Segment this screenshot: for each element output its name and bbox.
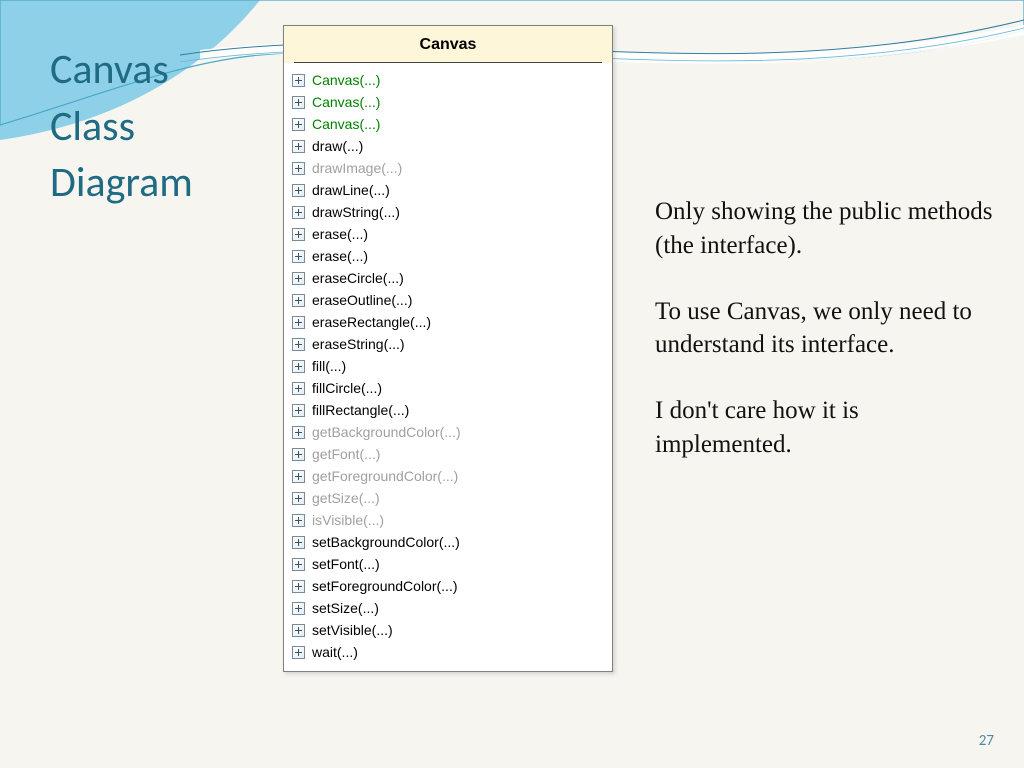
method-row[interactable]: draw(...) — [292, 135, 604, 157]
expand-icon[interactable] — [292, 646, 305, 659]
method-row[interactable]: setBackgroundColor(...) — [292, 531, 604, 553]
method-row[interactable]: eraseOutline(...) — [292, 289, 604, 311]
method-label: fillCircle(...) — [312, 377, 382, 399]
method-label: setFont(...) — [312, 553, 380, 575]
method-row[interactable]: getFont(...) — [292, 443, 604, 465]
method-label: Canvas(...) — [312, 91, 380, 113]
method-label: setVisible(...) — [312, 619, 393, 641]
method-row[interactable]: erase(...) — [292, 245, 604, 267]
expand-icon[interactable] — [292, 404, 305, 417]
expand-icon[interactable] — [292, 624, 305, 637]
method-label: fillRectangle(...) — [312, 399, 409, 421]
method-label: setForegroundColor(...) — [312, 575, 458, 597]
method-row[interactable]: Canvas(...) — [292, 91, 604, 113]
method-label: getBackgroundColor(...) — [312, 421, 461, 443]
method-row[interactable]: setSize(...) — [292, 597, 604, 619]
expand-icon[interactable] — [292, 206, 305, 219]
expand-icon[interactable] — [292, 360, 305, 373]
title-line-2: Class — [50, 99, 193, 156]
expand-icon[interactable] — [292, 74, 305, 87]
method-label: eraseString(...) — [312, 333, 405, 355]
method-row[interactable]: eraseRectangle(...) — [292, 311, 604, 333]
method-label: eraseRectangle(...) — [312, 311, 431, 333]
expand-icon[interactable] — [292, 492, 305, 505]
method-label: setSize(...) — [312, 597, 379, 619]
expand-icon[interactable] — [292, 118, 305, 131]
expand-icon[interactable] — [292, 162, 305, 175]
expand-icon[interactable] — [292, 536, 305, 549]
method-label: Canvas(...) — [312, 113, 380, 135]
expand-icon[interactable] — [292, 580, 305, 593]
desc-paragraph-2: To use Canvas, we only need to understan… — [655, 295, 995, 363]
method-label: erase(...) — [312, 223, 368, 245]
method-label: getForegroundColor(...) — [312, 465, 458, 487]
method-row[interactable]: erase(...) — [292, 223, 604, 245]
method-row[interactable]: getSize(...) — [292, 487, 604, 509]
method-row[interactable]: Canvas(...) — [292, 69, 604, 91]
desc-paragraph-3: I don't care how it is implemented. — [655, 394, 995, 462]
method-label: getSize(...) — [312, 487, 380, 509]
method-row[interactable]: setFont(...) — [292, 553, 604, 575]
method-label: erase(...) — [312, 245, 368, 267]
expand-icon[interactable] — [292, 426, 305, 439]
method-row[interactable]: setForegroundColor(...) — [292, 575, 604, 597]
method-row[interactable]: getForegroundColor(...) — [292, 465, 604, 487]
method-label: setBackgroundColor(...) — [312, 531, 460, 553]
method-label: isVisible(...) — [312, 509, 384, 531]
uml-header: Canvas — [284, 26, 612, 63]
method-row[interactable]: drawString(...) — [292, 201, 604, 223]
expand-icon[interactable] — [292, 558, 305, 571]
expand-icon[interactable] — [292, 272, 305, 285]
description-text: Only showing the public methods (the int… — [655, 195, 995, 494]
method-row[interactable]: wait(...) — [292, 641, 604, 663]
expand-icon[interactable] — [292, 470, 305, 483]
method-row[interactable]: isVisible(...) — [292, 509, 604, 531]
expand-icon[interactable] — [292, 140, 305, 153]
method-row[interactable]: Canvas(...) — [292, 113, 604, 135]
slide-title: Canvas Class Diagram — [50, 42, 193, 212]
method-label: wait(...) — [312, 641, 358, 663]
method-row[interactable]: fill(...) — [292, 355, 604, 377]
expand-icon[interactable] — [292, 184, 305, 197]
method-label: drawLine(...) — [312, 179, 390, 201]
method-label: drawString(...) — [312, 201, 400, 223]
expand-icon[interactable] — [292, 382, 305, 395]
method-row[interactable]: fillCircle(...) — [292, 377, 604, 399]
method-label: draw(...) — [312, 135, 363, 157]
method-row[interactable]: eraseString(...) — [292, 333, 604, 355]
uml-class-box: Canvas Canvas(...)Canvas(...)Canvas(...)… — [283, 25, 613, 672]
method-row[interactable]: getBackgroundColor(...) — [292, 421, 604, 443]
method-label: Canvas(...) — [312, 69, 380, 91]
title-line-3: Diagram — [50, 155, 193, 212]
method-label: eraseCircle(...) — [312, 267, 404, 289]
expand-icon[interactable] — [292, 250, 305, 263]
expand-icon[interactable] — [292, 338, 305, 351]
method-label: drawImage(...) — [312, 157, 402, 179]
uml-class-name: Canvas — [294, 28, 602, 63]
desc-paragraph-1: Only showing the public methods (the int… — [655, 195, 995, 263]
method-label: eraseOutline(...) — [312, 289, 412, 311]
expand-icon[interactable] — [292, 96, 305, 109]
method-label: fill(...) — [312, 355, 346, 377]
uml-method-list: Canvas(...)Canvas(...)Canvas(...)draw(..… — [284, 63, 612, 671]
method-row[interactable]: eraseCircle(...) — [292, 267, 604, 289]
method-row[interactable]: drawLine(...) — [292, 179, 604, 201]
expand-icon[interactable] — [292, 448, 305, 461]
expand-icon[interactable] — [292, 294, 305, 307]
expand-icon[interactable] — [292, 316, 305, 329]
page-number: 27 — [979, 732, 994, 750]
method-row[interactable]: drawImage(...) — [292, 157, 604, 179]
expand-icon[interactable] — [292, 602, 305, 615]
method-row[interactable]: fillRectangle(...) — [292, 399, 604, 421]
expand-icon[interactable] — [292, 514, 305, 527]
expand-icon[interactable] — [292, 228, 305, 241]
method-row[interactable]: setVisible(...) — [292, 619, 604, 641]
method-label: getFont(...) — [312, 443, 380, 465]
title-line-1: Canvas — [50, 42, 193, 99]
